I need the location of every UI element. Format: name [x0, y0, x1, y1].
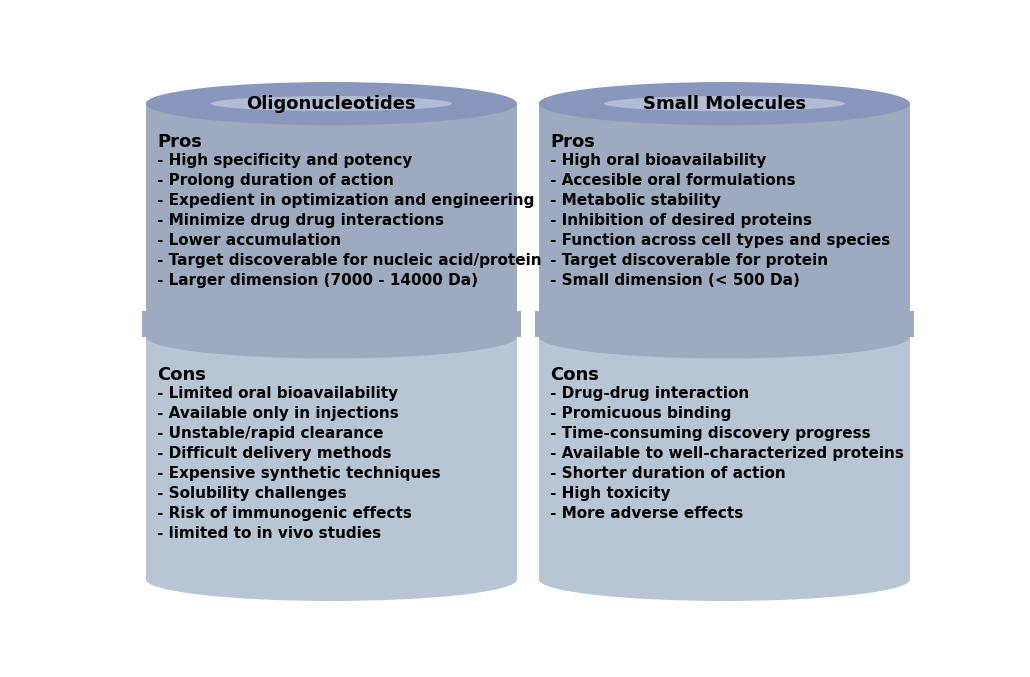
Text: - Shorter duration of action: - Shorter duration of action: [550, 466, 786, 481]
Ellipse shape: [539, 558, 909, 601]
Ellipse shape: [146, 315, 517, 358]
Ellipse shape: [146, 315, 517, 358]
Polygon shape: [539, 104, 909, 337]
Text: - Available only in injections: - Available only in injections: [158, 406, 400, 421]
Text: Oligonucleotides: Oligonucleotides: [246, 95, 416, 112]
Text: - Unstable/rapid clearance: - Unstable/rapid clearance: [158, 427, 384, 441]
Text: - Target discoverable for protein: - Target discoverable for protein: [550, 253, 828, 268]
Polygon shape: [535, 311, 914, 337]
Text: Cons: Cons: [550, 366, 599, 384]
Text: - High oral bioavailability: - High oral bioavailability: [550, 153, 766, 168]
Text: Cons: Cons: [158, 366, 206, 384]
Polygon shape: [539, 337, 909, 580]
Text: Pros: Pros: [550, 133, 595, 151]
Text: Small Molecules: Small Molecules: [643, 95, 805, 112]
Text: - More adverse effects: - More adverse effects: [550, 506, 744, 521]
Polygon shape: [142, 311, 521, 337]
Text: - limited to in vivo studies: - limited to in vivo studies: [158, 526, 381, 542]
Ellipse shape: [539, 315, 909, 358]
Ellipse shape: [539, 315, 909, 358]
Ellipse shape: [146, 82, 517, 125]
Text: - Expensive synthetic techniques: - Expensive synthetic techniques: [158, 466, 441, 481]
Text: - Time-consuming discovery progress: - Time-consuming discovery progress: [550, 427, 871, 441]
Text: - Small dimension (< 500 Da): - Small dimension (< 500 Da): [550, 273, 800, 288]
Polygon shape: [146, 104, 517, 337]
Text: - High specificity and potency: - High specificity and potency: [158, 153, 413, 168]
Ellipse shape: [146, 558, 517, 601]
Polygon shape: [146, 337, 517, 580]
Text: - Function across cell types and species: - Function across cell types and species: [550, 233, 891, 248]
Text: - Larger dimension (7000 - 14000 Da): - Larger dimension (7000 - 14000 Da): [158, 273, 478, 288]
Text: - Drug-drug interaction: - Drug-drug interaction: [550, 386, 750, 401]
Text: - Available to well-characterized proteins: - Available to well-characterized protei…: [550, 446, 904, 461]
Text: - Prolong duration of action: - Prolong duration of action: [158, 173, 394, 188]
Text: - Expedient in optimization and engineering: - Expedient in optimization and engineer…: [158, 193, 535, 208]
Text: - Metabolic stability: - Metabolic stability: [550, 193, 721, 208]
Text: Pros: Pros: [158, 133, 202, 151]
Text: - Minimize drug drug interactions: - Minimize drug drug interactions: [158, 213, 444, 228]
Text: - Accesible oral formulations: - Accesible oral formulations: [550, 173, 796, 188]
Text: - Inhibition of desired proteins: - Inhibition of desired proteins: [550, 213, 813, 228]
Text: - High toxicity: - High toxicity: [550, 486, 671, 501]
Ellipse shape: [211, 96, 452, 111]
Text: - Risk of immunogenic effects: - Risk of immunogenic effects: [158, 506, 412, 521]
Text: - Promicuous binding: - Promicuous binding: [550, 406, 731, 421]
Ellipse shape: [539, 82, 909, 125]
Ellipse shape: [604, 96, 845, 111]
Text: - Lower accumulation: - Lower accumulation: [158, 233, 342, 248]
Text: - Target discoverable for nucleic acid/protein: - Target discoverable for nucleic acid/p…: [158, 253, 542, 268]
Text: - Solubility challenges: - Solubility challenges: [158, 486, 347, 501]
Text: - Difficult delivery methods: - Difficult delivery methods: [158, 446, 392, 461]
Text: - Limited oral bioavailability: - Limited oral bioavailability: [158, 386, 399, 401]
